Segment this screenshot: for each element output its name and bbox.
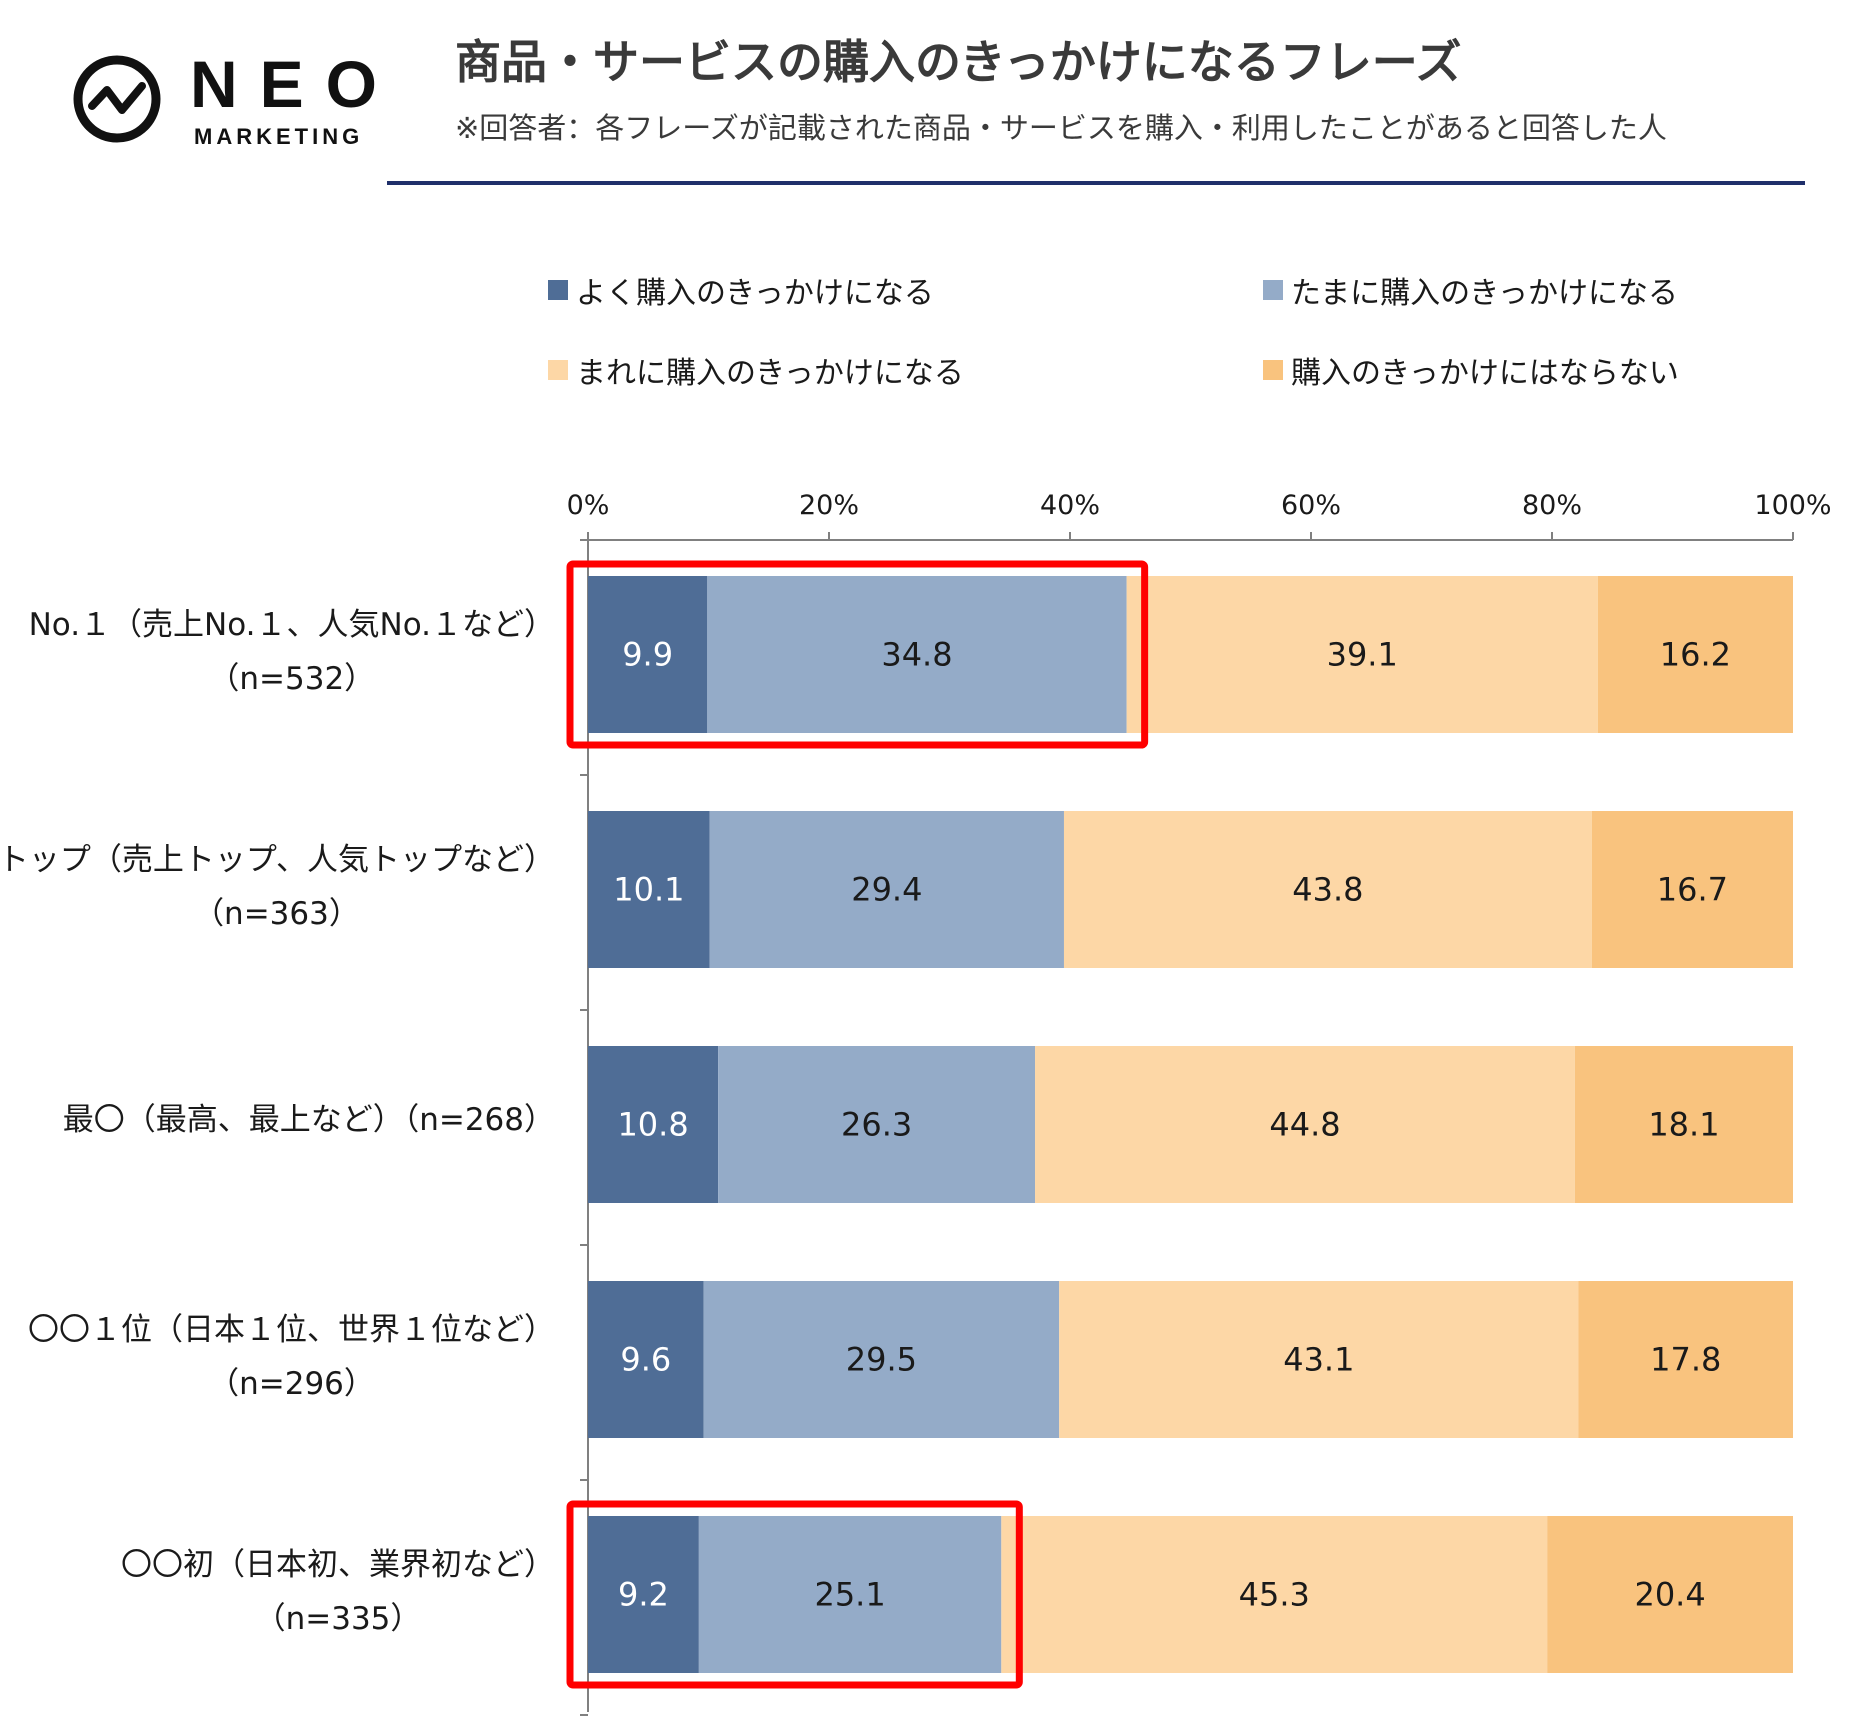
x-tick-label: 80% (1522, 490, 1582, 521)
data-label-often: 9.2 (618, 1576, 669, 1614)
x-tick-label: 0% (567, 490, 610, 521)
legend-often: よく購入のきっかけになる (548, 268, 934, 312)
bar-segment-rarely (1059, 1281, 1579, 1438)
data-label-rarely: 39.1 (1327, 636, 1398, 674)
bar-segment-often (588, 1046, 719, 1203)
category-label-2: 最〇（最高、最上など）（n=268） (63, 1093, 555, 1147)
category-name-2: 最〇（最高、最上など）（n=268） (62, 1102, 555, 1138)
category-name-0: No.１（売上No.１、人気No.１など） (28, 607, 555, 643)
legend-label-rarely: まれに購入のきっかけになる (576, 356, 964, 391)
category-label-3: 〇〇１位（日本１位、世界１位など） （n=296） (28, 1303, 555, 1411)
category-n-4: （n=335） (254, 1601, 422, 1637)
data-label-never: 17.8 (1650, 1341, 1721, 1379)
bar-segment-never (1574, 1046, 1793, 1203)
brand-name: NEO (190, 47, 400, 121)
bar-segment-never (1597, 576, 1793, 733)
title-divider (387, 181, 1805, 185)
category-name-1: トップ（売上トップ、人気トップなど） (0, 842, 555, 878)
data-label-sometimes: 34.8 (881, 636, 952, 674)
bar-segment-often (588, 1281, 704, 1438)
data-label-rarely: 43.8 (1292, 871, 1363, 909)
bar-segment-sometimes (703, 1281, 1060, 1438)
neo-marketing-logo: NEO MARKETING (72, 46, 392, 156)
data-label-sometimes: 25.1 (814, 1576, 885, 1614)
legend-label-sometimes: たまに購入のきっかけになる (1291, 276, 1678, 311)
data-label-rarely: 43.1 (1283, 1341, 1354, 1379)
legend-label-never: 購入のきっかけにはならない (1291, 356, 1679, 391)
category-label-1: トップ（売上トップ、人気トップなど） （n=363） (0, 833, 555, 941)
category-name-4: 〇〇初（日本初、業界初など） (121, 1547, 555, 1583)
category-label-0: No.１（売上No.１、人気No.１など） （n=532） (29, 598, 555, 706)
bar-segment-rarely (1001, 1516, 1548, 1673)
legend-sometimes: たまに購入のきっかけになる (1263, 268, 1678, 312)
data-label-rarely: 45.3 (1239, 1576, 1310, 1614)
bar-segment-sometimes (707, 576, 1127, 733)
bar-segment-sometimes (718, 1046, 1036, 1203)
data-label-often: 10.8 (617, 1106, 688, 1144)
bar-segment-never (1547, 1516, 1793, 1673)
category-n-0: （n=532） (208, 661, 376, 697)
x-tick-label: 20% (799, 490, 859, 521)
bar-segment-often (588, 811, 710, 968)
bar-segment-often (588, 576, 708, 733)
bar-segment-sometimes (709, 811, 1064, 968)
bar-segment-rarely (1126, 576, 1598, 733)
legend-rarely: まれに購入のきっかけになる (548, 348, 964, 392)
chart-title: 商品・サービスの購入のきっかけになるフレーズ (455, 35, 1462, 89)
brand-sub: MARKETING (194, 124, 364, 149)
data-label-rarely: 44.8 (1269, 1106, 1340, 1144)
bar-segment-rarely (1035, 1046, 1575, 1203)
chart-subtitle: ※回答者：各フレーズが記載された商品・サービスを購入・利用したことがあると回答し… (455, 111, 1667, 145)
legend-never: 購入のきっかけにはならない (1263, 348, 1679, 392)
x-tick-label: 60% (1281, 490, 1341, 521)
data-label-never: 16.2 (1660, 636, 1731, 674)
legend-swatch-rarely (548, 360, 568, 380)
data-label-often: 9.9 (622, 636, 673, 674)
data-label-sometimes: 26.3 (841, 1106, 912, 1144)
category-label-4: 〇〇初（日本初、業界初など） （n=335） (121, 1538, 555, 1646)
bar-segment-sometimes (698, 1516, 1002, 1673)
data-label-sometimes: 29.5 (846, 1341, 917, 1379)
bar-segment-never (1591, 811, 1793, 968)
bar-segment-often (588, 1516, 699, 1673)
bar-segment-rarely (1063, 811, 1592, 968)
data-label-never: 18.1 (1648, 1106, 1719, 1144)
x-tick-label: 100% (1754, 490, 1831, 521)
category-n-3: （n=296） (208, 1366, 375, 1402)
legend-label-often: よく購入のきっかけになる (576, 276, 934, 311)
data-label-often: 10.1 (613, 871, 684, 909)
category-n-1: （n=363） (193, 896, 360, 932)
data-label-often: 9.6 (620, 1341, 671, 1379)
highlight-frame (566, 560, 1149, 749)
x-tick-label: 40% (1040, 490, 1100, 521)
data-label-never: 20.4 (1634, 1576, 1705, 1614)
data-label-sometimes: 29.4 (851, 871, 922, 909)
highlight-frame (566, 1500, 1023, 1689)
legend-swatch-sometimes (1263, 280, 1283, 300)
data-label-never: 16.7 (1657, 871, 1728, 909)
category-name-3: 〇〇１位（日本１位、世界１位など） (28, 1312, 555, 1348)
bar-segment-never (1578, 1281, 1793, 1438)
legend-swatch-never (1263, 360, 1283, 380)
neo-pulse-icon (73, 55, 161, 143)
legend-swatch-often (548, 280, 568, 300)
